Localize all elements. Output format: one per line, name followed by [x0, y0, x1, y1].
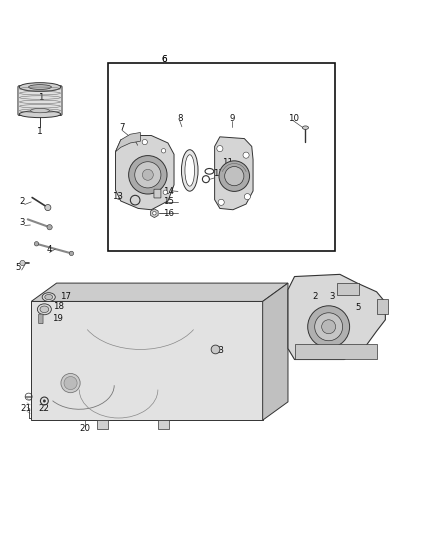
- FancyBboxPatch shape: [154, 189, 161, 198]
- FancyBboxPatch shape: [18, 86, 62, 116]
- Text: 2: 2: [312, 292, 318, 301]
- Circle shape: [217, 146, 223, 152]
- Circle shape: [225, 166, 244, 185]
- Circle shape: [243, 152, 249, 158]
- Ellipse shape: [28, 85, 51, 90]
- Circle shape: [314, 313, 343, 341]
- Text: 9: 9: [230, 114, 235, 123]
- Polygon shape: [288, 274, 385, 359]
- Text: 1: 1: [38, 93, 44, 102]
- Text: 11: 11: [222, 158, 233, 167]
- Text: 5: 5: [355, 303, 360, 312]
- Circle shape: [211, 345, 220, 354]
- Polygon shape: [116, 135, 174, 210]
- FancyBboxPatch shape: [39, 314, 43, 324]
- Polygon shape: [151, 209, 158, 217]
- Text: 4: 4: [47, 245, 53, 254]
- Circle shape: [142, 140, 148, 144]
- Circle shape: [163, 190, 167, 195]
- Circle shape: [308, 306, 350, 348]
- Polygon shape: [31, 302, 263, 420]
- Ellipse shape: [19, 83, 61, 92]
- Text: 6: 6: [162, 54, 167, 63]
- Text: 5: 5: [15, 263, 21, 272]
- Polygon shape: [97, 420, 108, 429]
- Circle shape: [129, 156, 167, 194]
- Circle shape: [47, 224, 52, 230]
- Circle shape: [152, 212, 156, 215]
- Circle shape: [161, 149, 166, 153]
- Bar: [337, 283, 359, 295]
- Text: 20: 20: [79, 424, 90, 433]
- Circle shape: [219, 161, 250, 191]
- Ellipse shape: [19, 111, 61, 118]
- Text: 10: 10: [288, 114, 299, 123]
- Polygon shape: [31, 283, 288, 302]
- Ellipse shape: [31, 108, 49, 113]
- Text: 16: 16: [163, 209, 174, 218]
- Text: 13: 13: [112, 192, 123, 201]
- Ellipse shape: [185, 155, 194, 186]
- Circle shape: [20, 261, 25, 265]
- Circle shape: [244, 193, 251, 200]
- Ellipse shape: [142, 169, 153, 180]
- Circle shape: [135, 161, 161, 188]
- Text: 22: 22: [39, 404, 50, 413]
- Circle shape: [321, 320, 336, 334]
- Circle shape: [34, 241, 39, 246]
- Ellipse shape: [42, 293, 55, 302]
- Text: 8: 8: [177, 114, 183, 123]
- Text: 19: 19: [52, 314, 63, 324]
- Ellipse shape: [45, 294, 53, 300]
- Ellipse shape: [302, 126, 308, 130]
- Circle shape: [43, 400, 46, 402]
- Polygon shape: [215, 137, 253, 210]
- Circle shape: [69, 251, 74, 256]
- Bar: [108, 63, 335, 251]
- Polygon shape: [158, 420, 169, 429]
- Text: 18: 18: [53, 302, 64, 311]
- Circle shape: [64, 376, 77, 390]
- Text: 3: 3: [19, 219, 25, 228]
- Ellipse shape: [37, 304, 51, 315]
- Text: 21: 21: [21, 404, 32, 413]
- Polygon shape: [116, 133, 141, 152]
- Polygon shape: [377, 299, 388, 313]
- Text: 2: 2: [19, 197, 25, 206]
- Text: 6: 6: [162, 54, 167, 63]
- Circle shape: [45, 205, 51, 211]
- Ellipse shape: [40, 306, 49, 312]
- Circle shape: [61, 374, 80, 393]
- Bar: [294, 344, 377, 359]
- Text: 14: 14: [163, 187, 174, 196]
- Text: 23: 23: [213, 346, 225, 355]
- Circle shape: [218, 199, 224, 205]
- Text: 15: 15: [163, 197, 174, 206]
- Text: 4: 4: [328, 315, 333, 324]
- Text: 7: 7: [119, 123, 125, 132]
- Polygon shape: [263, 283, 288, 420]
- Text: 12: 12: [213, 169, 225, 179]
- Text: 3: 3: [329, 292, 334, 301]
- Ellipse shape: [181, 150, 198, 191]
- Text: 17: 17: [60, 292, 71, 301]
- Text: 1: 1: [37, 127, 43, 136]
